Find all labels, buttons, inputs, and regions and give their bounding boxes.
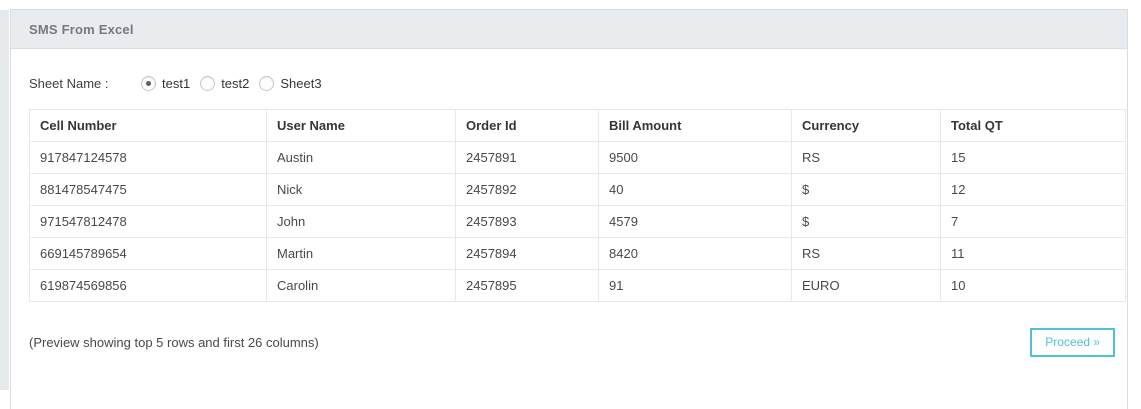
table-cell: EURO xyxy=(791,269,941,302)
table-cell: 8420 xyxy=(598,237,792,270)
table-cell: 2457891 xyxy=(455,141,599,174)
sheet-name-label: Sheet Name : xyxy=(29,76,109,91)
sheet-radio-Sheet3[interactable]: Sheet3 xyxy=(259,76,322,91)
table-cell: 619874569856 xyxy=(29,269,267,302)
table-cell: John xyxy=(266,205,456,238)
sheet-radio-test1[interactable]: test1 xyxy=(141,76,190,91)
column-header: User Name xyxy=(266,109,456,142)
table-cell: Nick xyxy=(266,173,456,206)
table-cell: 881478547475 xyxy=(29,173,267,206)
table-row: 881478547475 Nick 2457892 40 $12 xyxy=(29,173,1126,206)
table-cell: RS xyxy=(791,141,941,174)
sheet-radio-test2[interactable]: test2 xyxy=(200,76,249,91)
column-header: Currency xyxy=(791,109,941,142)
panel-body: Sheet Name : test1 test2 Sheet3 Cell Numbe… xyxy=(11,49,1127,358)
radio-label: test2 xyxy=(221,76,250,91)
table-cell: 12 xyxy=(940,173,1126,206)
table-cell: 917847124578 xyxy=(29,141,267,174)
table-cell: $ xyxy=(791,173,941,206)
table-cell: Martin xyxy=(266,237,456,270)
table-cell: 4579 xyxy=(598,205,792,238)
table-cell: 2457892 xyxy=(455,173,599,206)
table-cell: Austin xyxy=(266,141,456,174)
radio-selected-icon[interactable] xyxy=(141,76,156,91)
table-cell: 971547812478 xyxy=(29,205,267,238)
table-cell: 91 xyxy=(598,269,792,302)
panel-title: SMS From Excel xyxy=(11,10,1127,49)
table-row: 669145789654 Martin 2457894 8420 RS 11 xyxy=(29,237,1126,270)
table-header: Cell Number User Name Order Id Bill Amount C… xyxy=(29,109,1126,142)
column-header: Order Id xyxy=(455,109,599,142)
sheet-radio-group: test1 test2 Sheet3 xyxy=(141,76,332,91)
table-cell: 40 xyxy=(598,173,792,206)
column-header: Bill Amount xyxy=(598,109,792,142)
column-header: Cell Number xyxy=(29,109,267,142)
table-cell: 2457894 xyxy=(455,237,599,270)
table-cell: Carolin xyxy=(266,269,456,302)
preview-note: (Preview showing top 5 rows and first 26… xyxy=(29,335,319,351)
table-cell: RS xyxy=(791,237,941,270)
table-cell: 10 xyxy=(940,269,1126,302)
table-cell: 2457895 xyxy=(455,269,599,302)
table-cell: $ xyxy=(791,205,941,238)
table-cell: 2457893 xyxy=(455,205,599,238)
radio-label: Sheet3 xyxy=(280,76,322,91)
radio-unselected-icon[interactable] xyxy=(259,76,275,91)
table-cell: 15 xyxy=(940,141,1126,174)
table-body: 917847124578 Austin 2457891 9500 RS 15 8814785… xyxy=(29,141,1126,302)
table-cell: 11 xyxy=(940,237,1126,270)
table-row: 619874569856 Carolin 2457895 91 EURO 10 xyxy=(29,269,1126,302)
page-left-gutter xyxy=(0,10,9,390)
table-header-row: Cell Number User Name Order Id Bill Amount C… xyxy=(29,109,1126,142)
footer-row: (Preview showing top 5 rows and first 26… xyxy=(29,328,1115,358)
column-header: Total QT xyxy=(940,109,1126,142)
table-cell: 7 xyxy=(940,205,1126,238)
preview-table: Cell Number User Name Order Id Bill Amount C… xyxy=(29,109,1126,302)
table-cell: 669145789654 xyxy=(29,237,267,270)
table-row: 917847124578 Austin 2457891 9500 RS 15 xyxy=(29,141,1126,174)
proceed-button[interactable]: Proceed » xyxy=(1030,328,1115,358)
sms-from-excel-panel: SMS From Excel Sheet Name : test1 test2 Sh… xyxy=(10,9,1128,409)
table-cell: 9500 xyxy=(598,141,792,174)
radio-label: test1 xyxy=(162,76,191,91)
table-row: 971547812478 John 2457893 4579 $7 xyxy=(29,205,1126,238)
sheet-selector-row: Sheet Name : test1 test2 Sheet3 xyxy=(29,76,1111,91)
radio-unselected-icon[interactable] xyxy=(200,76,216,91)
